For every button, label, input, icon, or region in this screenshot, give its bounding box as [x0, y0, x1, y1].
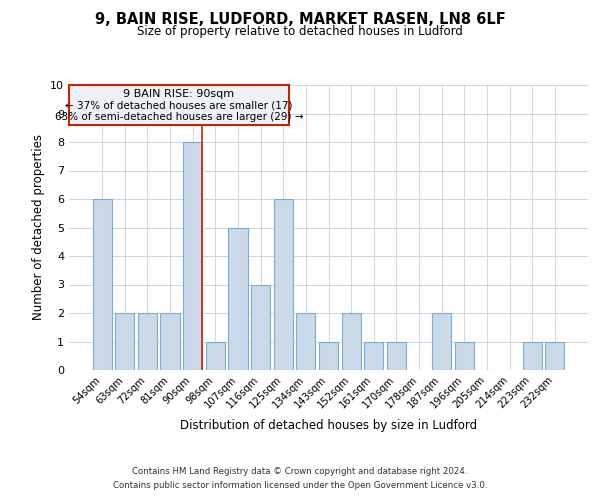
Bar: [341, 313, 361, 370]
Bar: [206, 342, 225, 370]
Text: 9 BAIN RISE: 90sqm: 9 BAIN RISE: 90sqm: [124, 89, 235, 99]
Bar: [364, 342, 383, 370]
Text: 9, BAIN RISE, LUDFORD, MARKET RASEN, LN8 6LF: 9, BAIN RISE, LUDFORD, MARKET RASEN, LN8…: [95, 12, 505, 28]
Text: Size of property relative to detached houses in Ludford: Size of property relative to detached ho…: [137, 25, 463, 38]
Bar: [387, 342, 406, 370]
X-axis label: Distribution of detached houses by size in Ludford: Distribution of detached houses by size …: [180, 419, 477, 432]
Bar: [296, 313, 316, 370]
Bar: [274, 199, 293, 370]
Bar: [229, 228, 248, 370]
Y-axis label: Number of detached properties: Number of detached properties: [32, 134, 44, 320]
Bar: [92, 199, 112, 370]
FancyBboxPatch shape: [69, 85, 289, 126]
Bar: [545, 342, 565, 370]
Text: ← 37% of detached houses are smaller (17): ← 37% of detached houses are smaller (17…: [65, 100, 293, 110]
Bar: [183, 142, 202, 370]
Bar: [319, 342, 338, 370]
Bar: [523, 342, 542, 370]
Bar: [432, 313, 451, 370]
Bar: [138, 313, 157, 370]
Bar: [160, 313, 180, 370]
Bar: [455, 342, 474, 370]
Text: 63% of semi-detached houses are larger (29) →: 63% of semi-detached houses are larger (…: [55, 112, 303, 122]
Text: Contains HM Land Registry data © Crown copyright and database right 2024.: Contains HM Land Registry data © Crown c…: [132, 467, 468, 476]
Text: Contains public sector information licensed under the Open Government Licence v3: Contains public sector information licen…: [113, 481, 487, 490]
Bar: [115, 313, 134, 370]
Bar: [251, 284, 270, 370]
